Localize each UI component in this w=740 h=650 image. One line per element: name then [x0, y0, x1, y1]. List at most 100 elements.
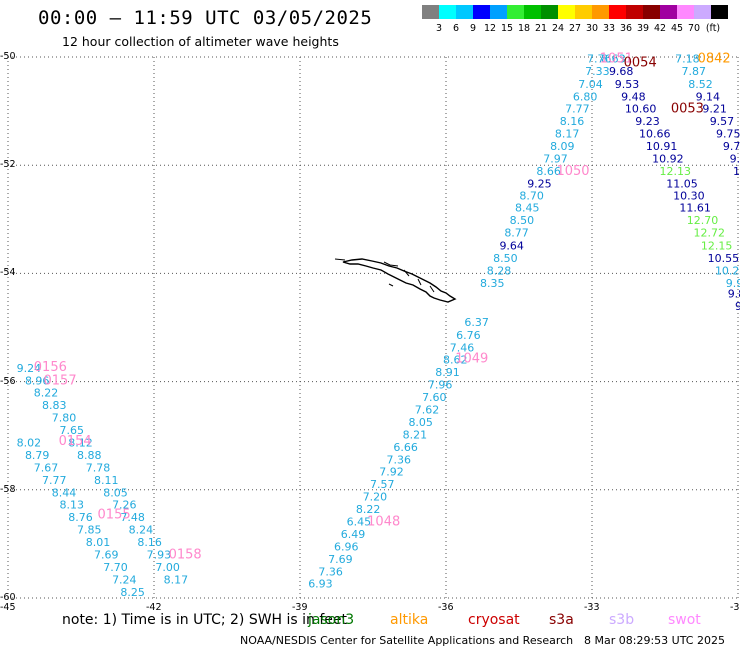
pass-time-label: 1049	[455, 352, 488, 367]
wave-height-value: 7.33	[585, 65, 610, 78]
colorbar-swatch	[592, 5, 609, 19]
wave-height-value: 9.72	[723, 140, 740, 153]
wave-height-value: 9.68	[609, 65, 634, 78]
wave-height-value: 10.35	[733, 165, 740, 178]
colorbar-label: 21	[534, 23, 548, 34]
wave-height-value: 7.60	[422, 391, 447, 404]
island-coastline-detail	[334, 258, 435, 293]
pass-time-label: 0154	[59, 434, 92, 449]
wave-height-value: 7.69	[94, 549, 119, 562]
colorbar-swatch	[660, 5, 677, 19]
wave-height-value: 8.16	[560, 115, 585, 128]
pass-time-label: 0155	[98, 507, 131, 522]
legend-entry-jason3: jason3	[308, 612, 355, 628]
colorbar-label: 42	[653, 23, 667, 34]
wave-height-value: 8.11	[94, 474, 119, 487]
colorbar-swatch	[541, 5, 558, 19]
wave-height-value: 8.21	[403, 428, 428, 441]
wave-height-value: 7.00	[155, 561, 180, 574]
pass-time-label: 0158	[169, 548, 202, 563]
wave-height-value: 9.53	[615, 78, 640, 91]
wave-height-value: 8.62	[443, 354, 468, 367]
wave-height-value: 9.21	[702, 103, 727, 116]
colorbar-swatch	[524, 5, 541, 19]
latitude-tick-label: -60	[0, 592, 16, 603]
wave-height-value: 7.67	[34, 461, 59, 474]
island-coastline	[342, 258, 457, 303]
wave-height-value: 9.25	[527, 177, 552, 190]
wave-height-value: 8.50	[510, 214, 535, 227]
wave-height-value: 8.22	[34, 387, 59, 400]
wave-height-value: 8.09	[550, 140, 575, 153]
wave-height-value: 10.60	[625, 103, 657, 116]
colorbar-swatch	[456, 5, 473, 19]
wave-height-value: 8.25	[120, 586, 145, 599]
wave-height-value: 11.61	[679, 202, 711, 215]
wave-height-value: 9.82	[728, 288, 740, 301]
wave-height-value: 8.16	[137, 536, 162, 549]
colorbar-label: 33	[602, 23, 616, 34]
wave-height-value: 9.48	[621, 90, 646, 103]
wave-height-value: 12.72	[694, 227, 726, 240]
wave-height-value: 7.92	[379, 466, 404, 479]
wave-height-value: 8.70	[519, 189, 544, 202]
wave-height-value: 7.65	[60, 424, 85, 437]
colorbar-swatch	[422, 5, 439, 19]
legend-entry-s3b: s3b	[609, 612, 635, 628]
wave-height-value: 6.45	[347, 516, 372, 529]
colorbar-label: 18	[517, 23, 531, 34]
wave-height-value: 7.93	[147, 549, 172, 562]
wave-height-value: 8.45	[515, 202, 540, 215]
wave-height-value: 8.83	[42, 399, 67, 412]
legend-entry-cryosat: cryosat	[468, 612, 520, 628]
wave-height-value: 7.96	[428, 379, 453, 392]
wave-height-value: 8.91	[435, 366, 460, 379]
altimeter-readings: 7.337.046.807.778.168.178.097.978.668.70…	[17, 52, 740, 598]
wave-height-value: 7.87	[681, 65, 706, 78]
wave-height-value: 6.76	[456, 329, 481, 342]
wave-height-value: 7.70	[103, 561, 128, 574]
wave-height-value: 6.66	[393, 441, 418, 454]
longitude-tick-label: -33	[584, 602, 600, 613]
credit-line: NOAA/NESDIS Center for Satellite Applica…	[240, 634, 574, 647]
wave-height-value: 8.77	[504, 227, 529, 240]
wave-height-value: 10.91	[646, 140, 678, 153]
wave-height-value: 8.88	[77, 449, 102, 462]
wave-height-value: 7.85	[77, 524, 102, 537]
pass-time-label: 0157	[44, 373, 77, 388]
wave-height-value: 8.24	[129, 524, 154, 537]
colorbar-label: 9	[469, 23, 477, 34]
legend-entry-s3a: s3a	[549, 612, 574, 628]
pass-time-label: 0053	[671, 102, 704, 117]
wave-height-value: 8.35	[480, 277, 505, 290]
wave-height-value: 8.96	[25, 374, 50, 387]
longitude-tick-label: -45	[0, 602, 16, 613]
wave-height-value: 11.05	[666, 177, 698, 190]
wave-height-value: 8.28	[487, 264, 512, 277]
colorbar-swatch	[677, 5, 694, 19]
wave-height-value: 8.52	[688, 78, 713, 91]
wave-height-value: 6.80	[573, 90, 598, 103]
colorbar-label: 6	[452, 23, 460, 34]
colorbar-label: 24	[551, 23, 565, 34]
colorbar-swatch	[575, 5, 592, 19]
wave-height-value: 8.13	[60, 499, 85, 512]
longitude-tick-label: -42	[146, 602, 162, 613]
wave-height-value: 10.66	[639, 128, 671, 141]
colorbar-swatch	[439, 5, 456, 19]
wave-height-value: 8.79	[25, 449, 50, 462]
colorbar-label: 27	[568, 23, 582, 34]
pass-time-label: 0842	[698, 51, 731, 66]
wave-height-value: 10.33	[739, 313, 740, 326]
wave-height-value: 10.55	[708, 252, 740, 265]
colorbar-swatch	[609, 5, 626, 19]
colorbar-label: (ft)	[705, 23, 721, 34]
pass-time-labels: 1051005408420053084105000104901560157015…	[34, 51, 731, 563]
generation-timestamp: 8 Mar 08:29:53 UTC 2025	[584, 634, 725, 647]
wave-height-value: 9.86	[735, 300, 740, 313]
colorbar-label: 3	[435, 23, 443, 34]
wave-height-value: 7.80	[52, 412, 77, 425]
map-title: 00:00 – 11:59 UTC 03/05/2025	[38, 7, 373, 29]
wave-height-value: 7.36	[387, 453, 412, 466]
